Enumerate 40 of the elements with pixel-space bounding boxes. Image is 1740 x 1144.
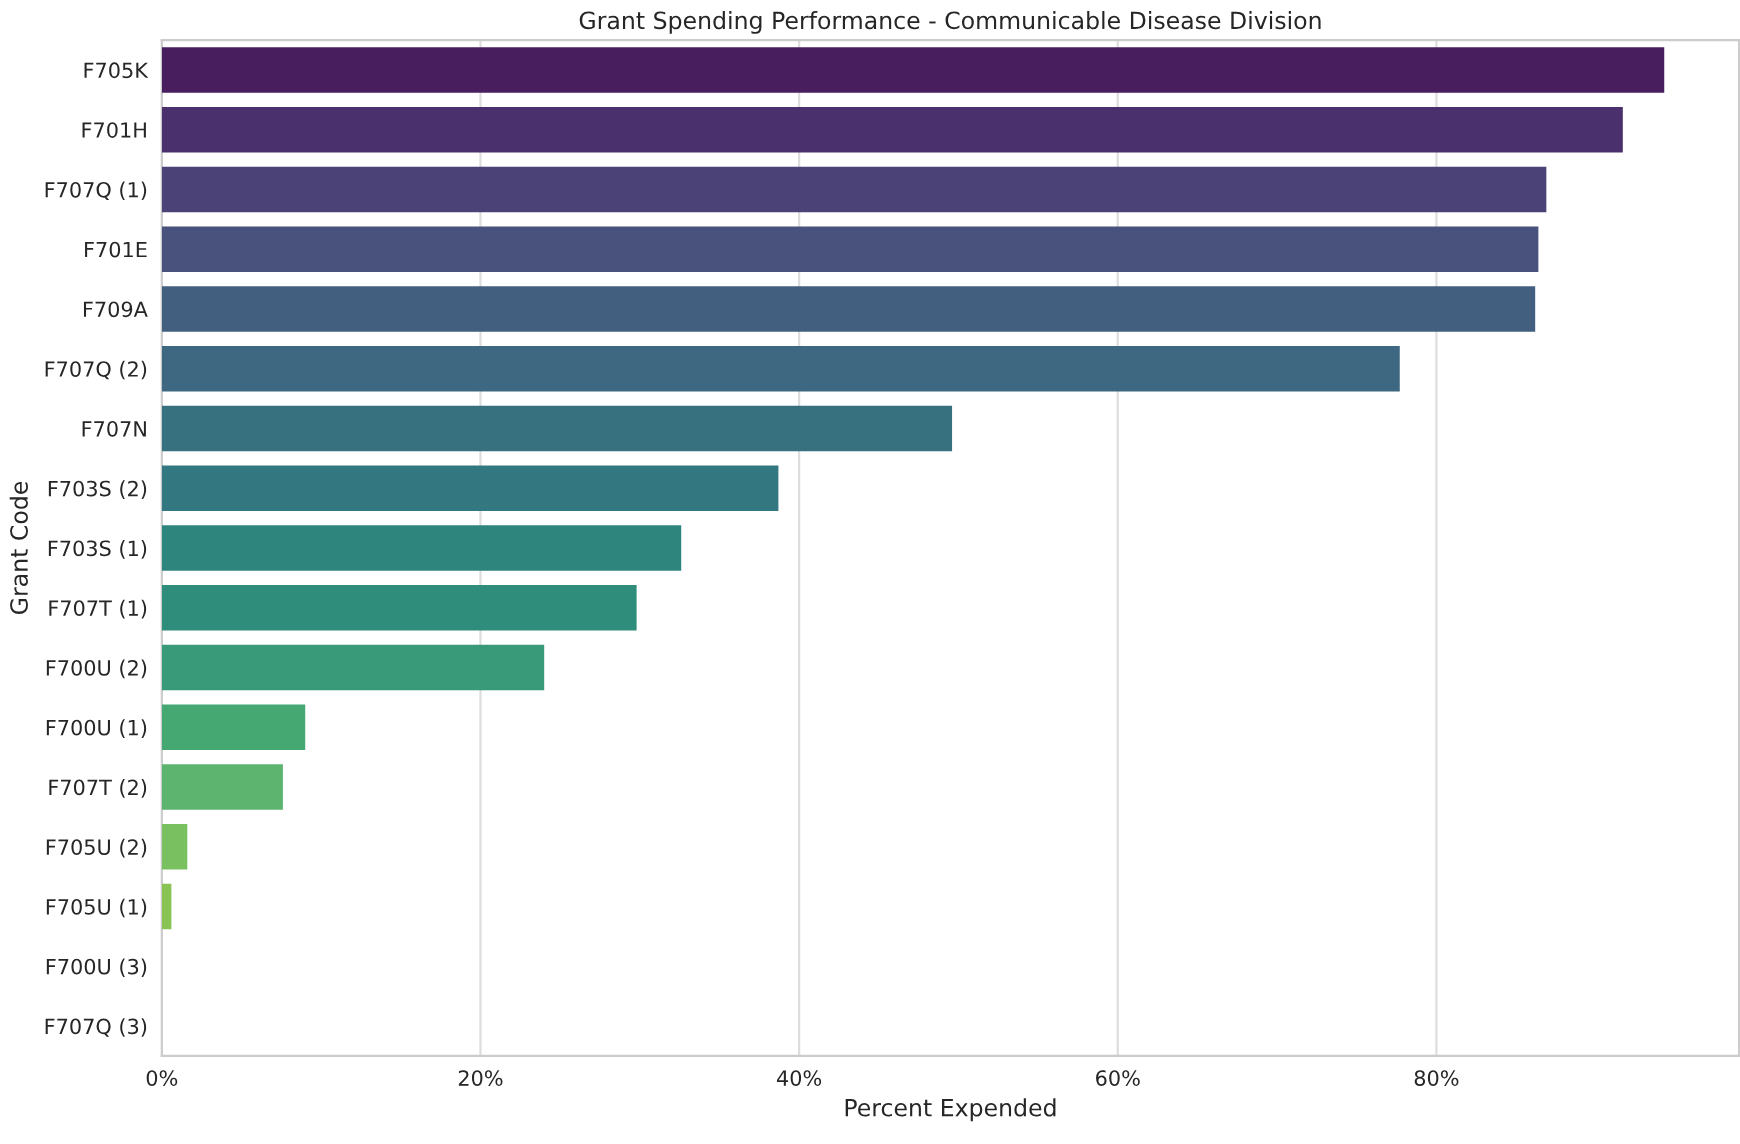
x-tick-label: 40%	[776, 1070, 822, 1086]
bar	[161, 704, 306, 750]
bar	[161, 286, 1536, 332]
bar	[161, 585, 637, 631]
y-tick-label: F705K	[84, 62, 149, 79]
bar	[161, 465, 779, 511]
bar	[161, 346, 1400, 392]
x-axis-title: Percent Expended	[845, 1098, 1056, 1122]
bar	[161, 47, 1665, 93]
y-tick-label: F700U (1)	[46, 719, 147, 738]
y-tick-label: F707N	[82, 420, 146, 437]
bar	[161, 764, 283, 810]
x-tick-label: 60%	[1096, 1070, 1140, 1086]
bar	[161, 106, 1623, 153]
y-tick-label: F701H	[82, 122, 146, 138]
x-tick-label: 20%	[458, 1070, 503, 1086]
bar	[161, 166, 1547, 213]
y-tick-label: F707Q (3)	[45, 1018, 147, 1037]
y-tick-label: F703S (1)	[48, 540, 147, 559]
y-tick-label: F700U (2)	[46, 659, 147, 679]
chart-title: Grant Spending Performance - Communicable Disease Division	[579, 10, 1321, 34]
y-axis-title: Grant Code	[9, 481, 28, 614]
bar	[161, 644, 545, 691]
y-tick-label: F707Q (1)	[45, 181, 147, 201]
y-tick-label: F701E	[85, 241, 147, 258]
y-tick-label: F707T (2)	[49, 779, 147, 798]
bar	[161, 824, 188, 870]
bar	[161, 226, 1539, 272]
bar	[161, 405, 953, 452]
x-tick-label: 80%	[1414, 1070, 1459, 1086]
y-tick-label: F703S (2)	[48, 480, 147, 499]
y-tick-label: F709A	[83, 301, 148, 318]
y-tick-label: F707T (1)	[49, 599, 147, 619]
y-tick-label: F700U (3)	[46, 958, 147, 977]
bar	[161, 525, 682, 571]
y-tick-label: F705U (2)	[46, 838, 147, 858]
y-tick-label: F705U (1)	[46, 898, 147, 918]
bar	[161, 883, 172, 930]
x-tick-label: 0%	[146, 1070, 178, 1086]
y-tick-label: F707Q (2)	[45, 360, 147, 380]
